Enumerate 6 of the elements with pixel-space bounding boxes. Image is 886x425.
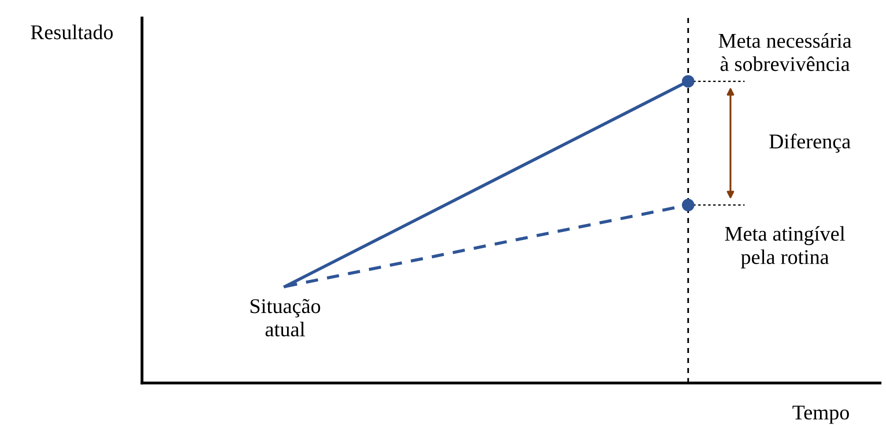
annotation: Diferença xyxy=(769,134,851,153)
annotation: Meta atingível pela rotina xyxy=(725,226,845,268)
y-axis-title: Resultado xyxy=(30,24,113,40)
annotation: Situação atual xyxy=(250,298,320,336)
text: Meta necessária à sobrevivência xyxy=(718,33,852,72)
x-axis-title: Tempo xyxy=(792,406,849,424)
